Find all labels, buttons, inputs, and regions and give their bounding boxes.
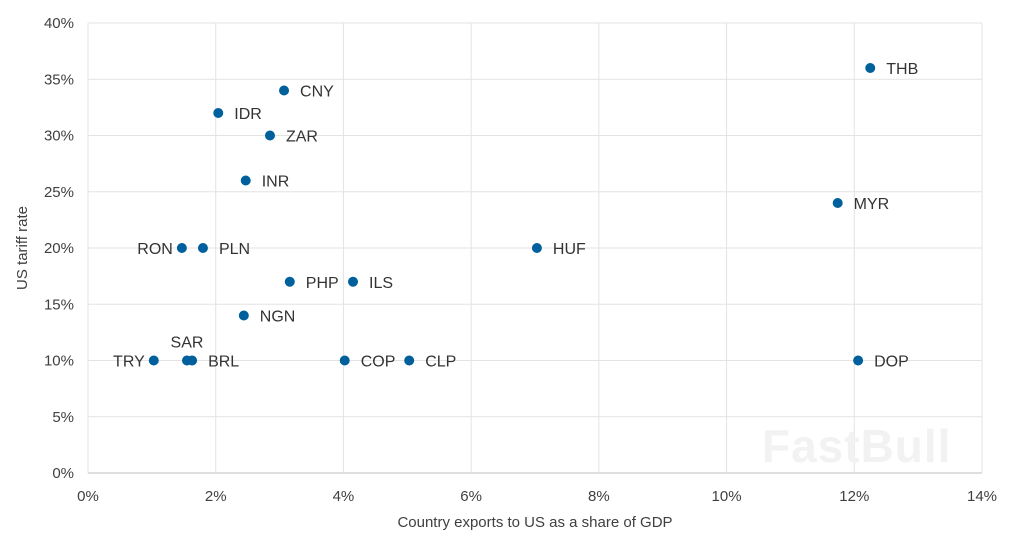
y-tick-label: 25% — [44, 184, 74, 201]
point-label-sar: SAR — [171, 335, 204, 352]
point-huf — [531, 243, 542, 253]
point-label-myr: MYR — [854, 196, 890, 213]
data-points: THB CNY IDR ZAR INR MYR RON PLN HUF PHP ILS NGN TRY S… — [113, 61, 918, 371]
point-label-huf: HUF — [553, 241, 586, 258]
x-tick-label: 4% — [333, 488, 355, 505]
x-axis-title: Country exports to US as a share of GDP — [397, 514, 672, 531]
point-idr — [213, 108, 224, 118]
point-pln — [197, 243, 208, 253]
watermark-logo: FastBull — [762, 420, 951, 472]
point-ron — [176, 243, 187, 253]
x-tick-label: 14% — [967, 488, 997, 505]
point-php — [284, 276, 295, 287]
tick-labels: 0% 5% 10% 15% 20% 25% 30% 35% 40% 0% 2% 4% 6% 8% 10% 12… — [44, 15, 997, 505]
x-tick-label: 6% — [460, 488, 482, 505]
point-label-brl: BRL — [208, 354, 239, 371]
point-label-ils: ILS — [369, 275, 393, 292]
y-axis-title: US tariff rate — [14, 206, 31, 290]
y-tick-label: 10% — [44, 353, 74, 370]
point-myr — [832, 198, 843, 208]
point-ngn — [238, 310, 249, 321]
x-tick-label: 2% — [205, 488, 227, 505]
y-tick-label: 35% — [44, 71, 74, 88]
x-tick-label: 0% — [77, 488, 99, 505]
point-brl — [187, 355, 198, 366]
y-tick-label: 30% — [44, 128, 74, 145]
point-clp — [404, 355, 415, 366]
point-label-idr: IDR — [234, 106, 262, 123]
point-label-ron: RON — [137, 241, 173, 258]
point-thb — [865, 63, 876, 73]
point-label-zar: ZAR — [286, 129, 318, 146]
point-label-pln: PLN — [219, 241, 250, 258]
y-tick-label: 20% — [44, 240, 74, 257]
y-tick-label: 0% — [52, 465, 74, 482]
x-tick-label: 10% — [712, 488, 742, 505]
point-label-thb: THB — [886, 61, 918, 78]
point-label-inr: INR — [262, 174, 290, 191]
point-try — [148, 355, 159, 366]
point-ils — [348, 276, 359, 287]
x-tick-label: 8% — [588, 488, 610, 505]
y-tick-label: 15% — [44, 296, 74, 313]
point-inr — [240, 175, 251, 186]
y-tick-label: 40% — [44, 15, 74, 32]
point-label-clp: CLP — [425, 354, 456, 371]
point-label-php: PHP — [306, 275, 339, 292]
point-zar — [264, 130, 275, 141]
x-tick-label: 12% — [839, 488, 869, 505]
point-cny — [279, 85, 290, 96]
point-label-cny: CNY — [300, 84, 334, 101]
point-label-dop: DOP — [874, 354, 909, 371]
point-cop — [339, 355, 350, 366]
point-label-try: TRY — [113, 354, 145, 371]
point-label-ngn: NGN — [260, 309, 296, 326]
y-tick-label: 5% — [52, 409, 74, 426]
point-dop — [853, 355, 864, 366]
point-label-cop: COP — [361, 354, 396, 371]
